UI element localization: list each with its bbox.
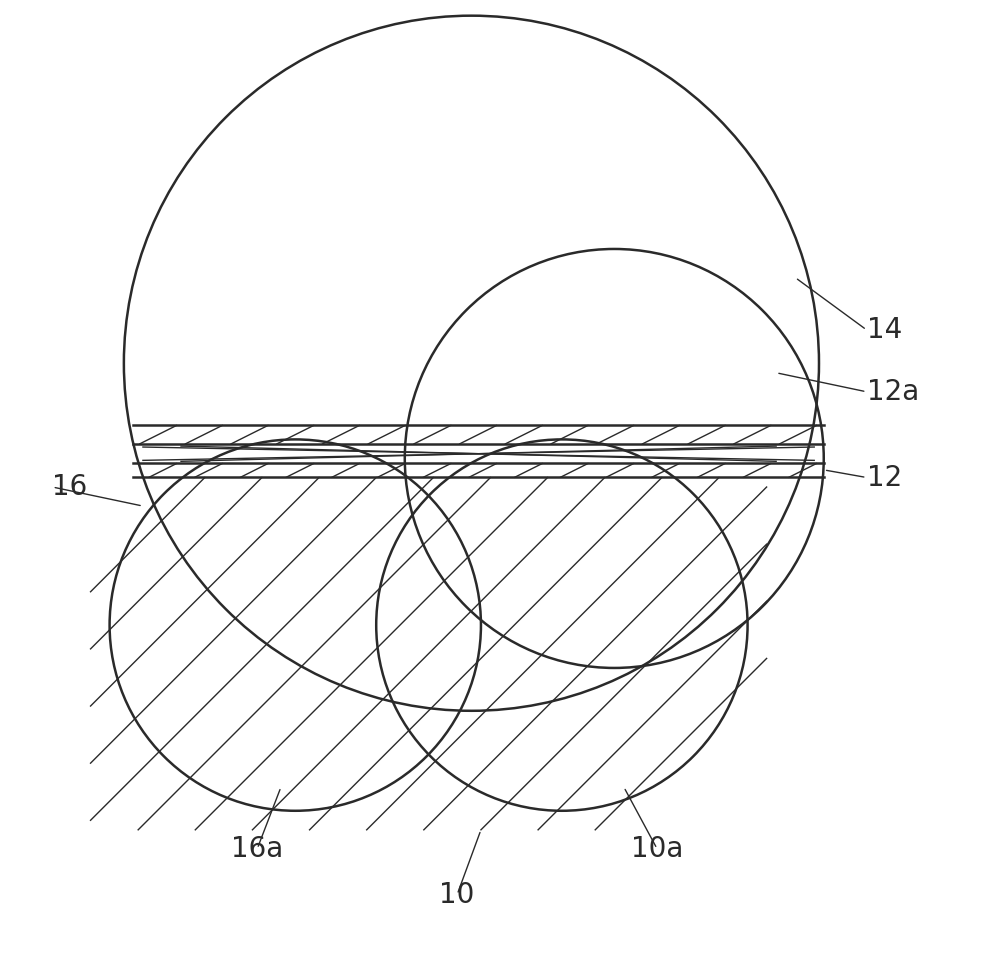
Text: 16a: 16a [231, 835, 283, 863]
Text: 10a: 10a [631, 835, 683, 863]
Text: 14: 14 [867, 316, 902, 344]
Text: 10: 10 [439, 881, 475, 908]
Text: 16: 16 [52, 473, 88, 501]
Text: 12a: 12a [867, 378, 919, 406]
Text: 12: 12 [867, 463, 902, 492]
